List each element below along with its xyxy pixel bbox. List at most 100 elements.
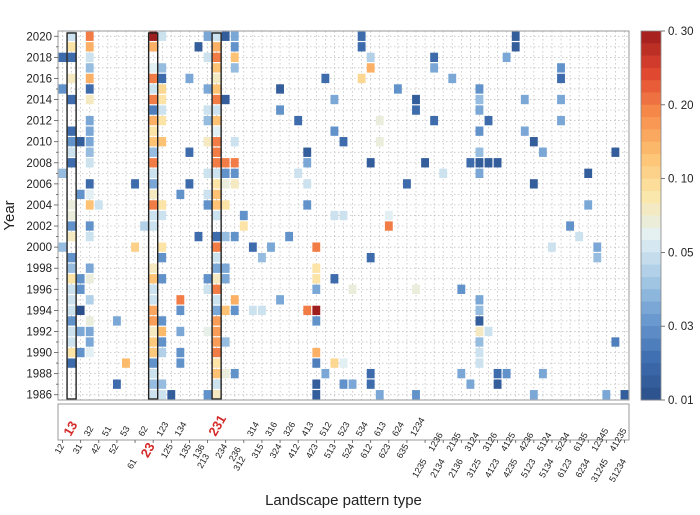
heatmap-cell [267, 242, 275, 252]
heatmap-cell [258, 253, 266, 263]
heatmap-cell [149, 158, 158, 168]
x-tick-label: 4125 [499, 431, 518, 453]
heatmap-cell [212, 210, 221, 221]
heatmap-cell [502, 368, 511, 379]
colorbar-frame [640, 30, 662, 401]
heatmap-cell [475, 358, 484, 368]
heatmap-cell [212, 168, 221, 178]
heatmap-cell [149, 379, 158, 389]
heatmap-cell [203, 200, 212, 210]
heatmap-cell [149, 368, 158, 379]
colorbar-segment [641, 252, 661, 266]
heatmap-cell [67, 347, 76, 358]
heatmap-cell [94, 200, 103, 210]
heatmap-cell [85, 295, 94, 305]
heatmap-cell [221, 231, 230, 242]
heatmap-cell [85, 52, 94, 63]
heatmap-cell [221, 200, 230, 210]
x-tick-label: 412 [286, 442, 302, 460]
colorbar-tick-label: 0. 20 [668, 100, 694, 112]
heatmap-cell [212, 158, 221, 168]
heatmap-cell [212, 284, 221, 294]
heatmap-cell [85, 63, 94, 73]
heatmap-cell [493, 379, 502, 389]
heatmap-cell [212, 73, 221, 84]
heatmap-cell [67, 52, 76, 63]
heatmap-cell [58, 168, 67, 178]
heatmap-cell [212, 94, 221, 105]
heatmap-cells [58, 31, 629, 400]
heatmap-cell [67, 295, 76, 305]
heatmap-cell [122, 358, 130, 368]
heatmap-cell [67, 137, 76, 147]
heatmap-cell [230, 168, 239, 178]
x-tick-label: 635 [395, 442, 411, 460]
heatmap-cell [366, 368, 375, 379]
heatmap-cell [330, 274, 339, 284]
heatmap-cell [475, 158, 484, 168]
heatmap-cell [285, 231, 294, 242]
heatmap-cell [475, 105, 484, 115]
x-tick-label: 134 [172, 420, 188, 438]
x-tick-label: 12 [53, 442, 67, 456]
highlight-column-box [211, 32, 222, 400]
x-tick-label: 3124 [462, 431, 481, 453]
heatmap-cell [611, 147, 620, 157]
heatmap-cell [520, 126, 529, 136]
heatmap-cell [212, 63, 221, 73]
x-tick-label: 534 [354, 420, 370, 438]
heatmap-cell [475, 305, 484, 316]
heatmap-cell [475, 326, 484, 337]
x-tick-label: 6135 [571, 431, 590, 453]
heatmap-cell [149, 263, 158, 273]
heatmap-cell [158, 73, 167, 84]
heatmap-cell [149, 295, 158, 305]
heatmap-cell [176, 347, 185, 358]
y-tick-label: 2016 [26, 73, 52, 85]
heatmap-cell [330, 126, 339, 136]
heatmap-cell [212, 52, 221, 63]
x-tick-label: 5124 [535, 431, 554, 453]
heatmap-cell [67, 305, 76, 316]
heatmap-cell [194, 231, 203, 242]
heatmap-cell [212, 337, 221, 347]
colorbar-segment [641, 326, 661, 339]
heatmap-cell [529, 137, 538, 147]
heatmap-cell [85, 31, 94, 41]
heatmap-cell [375, 137, 384, 147]
heatmap-cell [212, 84, 221, 94]
heatmap-cell [475, 147, 484, 157]
heatmap-cell [276, 84, 284, 94]
heatmap-cell [149, 284, 158, 294]
colorbar-segment [641, 129, 661, 143]
heatmap-cell [602, 390, 611, 400]
colorbar-segment [641, 141, 661, 155]
heatmap-cell [303, 179, 312, 189]
y-tick-label: 2006 [26, 179, 52, 191]
y-tick-label: 1986 [26, 390, 52, 402]
colorbar-segment [641, 203, 661, 216]
heatmap-cell [203, 284, 212, 294]
x-tick-label: 51 [100, 424, 114, 438]
heatmap-cell [239, 210, 248, 221]
x-tick-label: 314 [245, 420, 261, 438]
heatmap-cell [158, 316, 167, 326]
heatmap-cell [85, 231, 94, 242]
heatmap-cell [312, 305, 321, 316]
y-tick-label: 1990 [26, 348, 52, 360]
heatmap-cell [212, 253, 221, 263]
colorbar-segment [641, 55, 661, 69]
heatmap-cell [158, 105, 167, 115]
heatmap-cell [276, 295, 284, 305]
heatmap-cell [85, 263, 94, 273]
y-tick-label: 2014 [26, 95, 52, 107]
heatmap-cell [203, 105, 212, 115]
heatmap-cell [131, 242, 139, 252]
colorbar-segment [641, 190, 661, 204]
colorbar: 0. 01 0. 03 0. 05 0. 10 0. 20 0. 30 [640, 26, 694, 407]
x-tick-label: 4236 [517, 431, 536, 453]
heatmap-cell [158, 390, 167, 400]
heatmap-cell [312, 379, 321, 389]
heatmap-cell [67, 274, 76, 284]
